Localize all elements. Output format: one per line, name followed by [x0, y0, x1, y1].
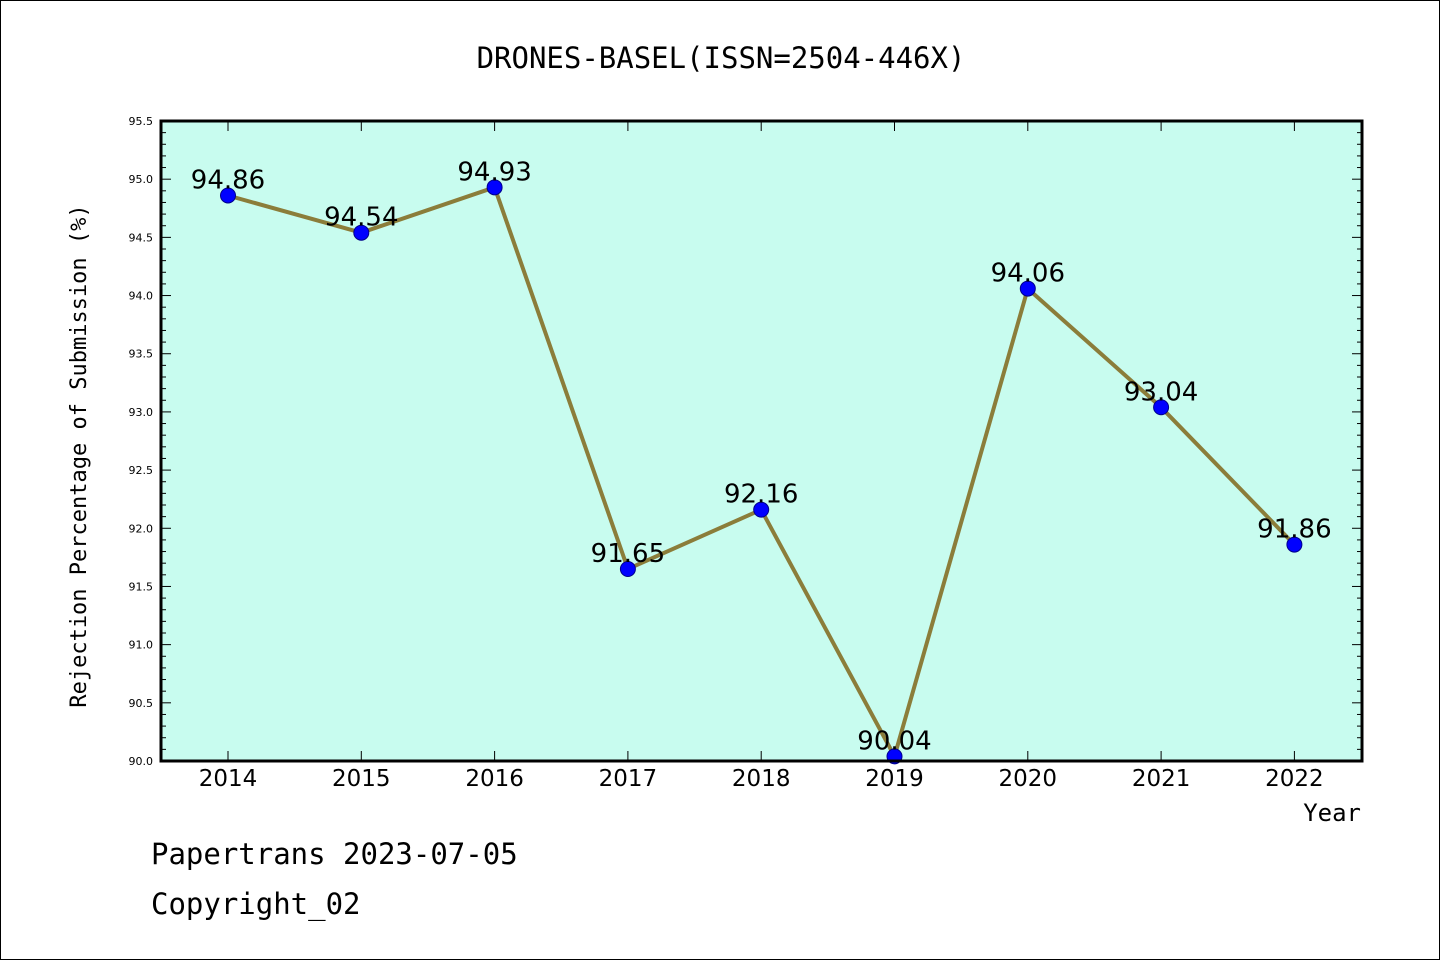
x-tick-label: 2016	[465, 766, 524, 792]
data-labels: 94.86 94.54 94.93 91.65 92.16 90.04 94.06 93.04…	[191, 157, 1332, 756]
y-tick-label: 90.0	[129, 755, 154, 768]
y-tick-label: 95.5	[129, 115, 154, 128]
data-point	[1019, 280, 1036, 297]
data-label: 90.04	[857, 726, 931, 756]
data-label: 94.06	[991, 259, 1065, 289]
data-point	[1153, 399, 1170, 416]
data-point	[486, 179, 503, 196]
data-label: 94.54	[324, 203, 398, 233]
y-tick-label: 94.0	[129, 290, 154, 303]
data-label: 94.86	[191, 165, 265, 195]
x-tick-label: 2020	[999, 766, 1058, 792]
data-point	[619, 561, 636, 577]
chart-title: DRONES-BASEL(ISSN=2504-446X)	[477, 41, 966, 75]
x-tick-label: 2018	[732, 766, 791, 792]
y-tick-label: 93.5	[129, 348, 154, 361]
y-tick-label: 91.0	[129, 639, 154, 652]
x-axis-label: Year	[1303, 799, 1361, 827]
x-tick-label: 2014	[199, 766, 258, 792]
data-label: 93.04	[1124, 377, 1198, 407]
data-point	[220, 187, 236, 204]
x-tick-label: 2021	[1132, 766, 1191, 792]
y-tick-label: 92.5	[129, 464, 154, 477]
x-tick-label: 2017	[599, 766, 658, 792]
y-tick-label: 92.0	[129, 522, 154, 535]
x-tick-label: 2022	[1265, 766, 1324, 792]
data-label: 91.65	[591, 539, 665, 569]
data-label: 92.16	[724, 480, 798, 510]
y-tick-label: 90.5	[129, 697, 154, 710]
y-tick-label: 94.5	[129, 231, 154, 244]
footer-copyright: Copyright_02	[151, 887, 361, 921]
x-tick-label: 2019	[865, 766, 924, 792]
x-tick-label: 2015	[332, 766, 391, 792]
data-point	[1286, 536, 1303, 553]
footer-credit: Papertrans 2023-07-05	[151, 837, 518, 871]
data-label: 94.93	[457, 157, 531, 187]
x-axis-ticks: 2014 2015 2016 2017 2018 2019 2020 2021 2022	[199, 121, 1324, 792]
data-point	[353, 224, 370, 241]
data-label: 91.86	[1257, 515, 1331, 545]
plot-frame	[159, 119, 1364, 763]
y-axis-ticks: 90.0 90.5 91.0 91.5 92.0 92.5 93.0 93.5 94.0 94.5…	[129, 115, 1362, 768]
data-point	[753, 501, 770, 518]
y-tick-label: 93.0	[129, 406, 154, 419]
y-axis-label: Rejection Percentage of Submission (%)	[67, 204, 92, 707]
y-tick-label: 95.0	[129, 173, 154, 186]
y-tick-label: 91.5	[129, 580, 154, 593]
